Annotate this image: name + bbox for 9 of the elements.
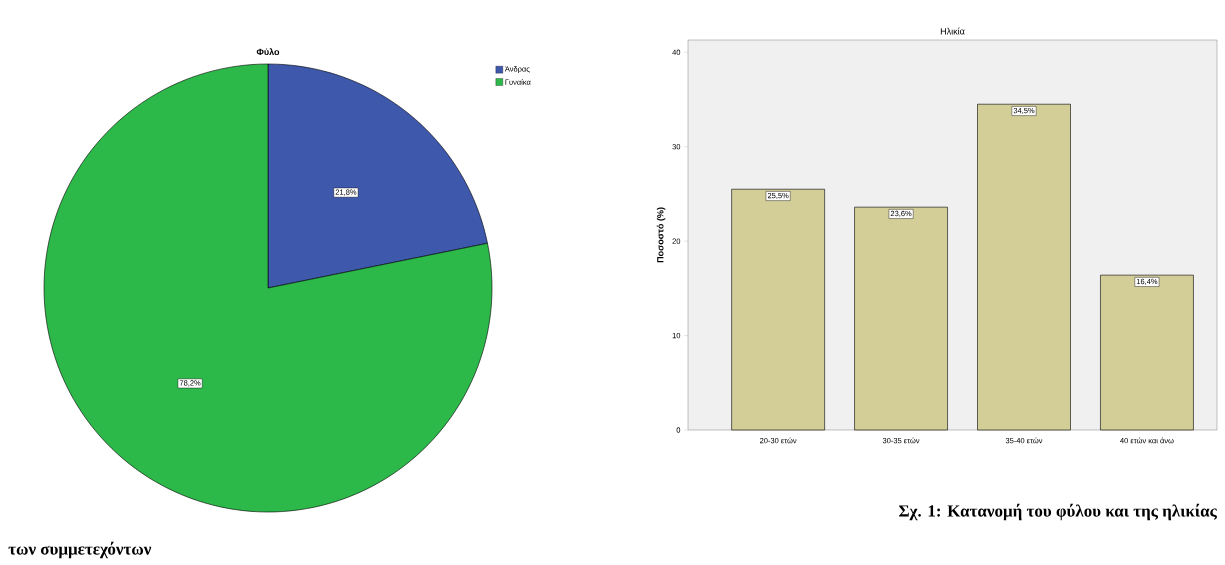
bar xyxy=(854,206,948,431)
bar xyxy=(977,103,1071,431)
y-axis-title: Ποσοστό (%) xyxy=(656,207,666,263)
bar xyxy=(1100,274,1194,431)
text: των συμμετεχόντων xyxy=(8,541,152,559)
bar xyxy=(731,188,825,431)
text: Σχ. 1: Κατανομή του φύλου και της ηλικίας xyxy=(899,503,1217,521)
chart-title: Ηλικία xyxy=(940,27,965,35)
chart-title: Φύλο xyxy=(256,48,280,56)
